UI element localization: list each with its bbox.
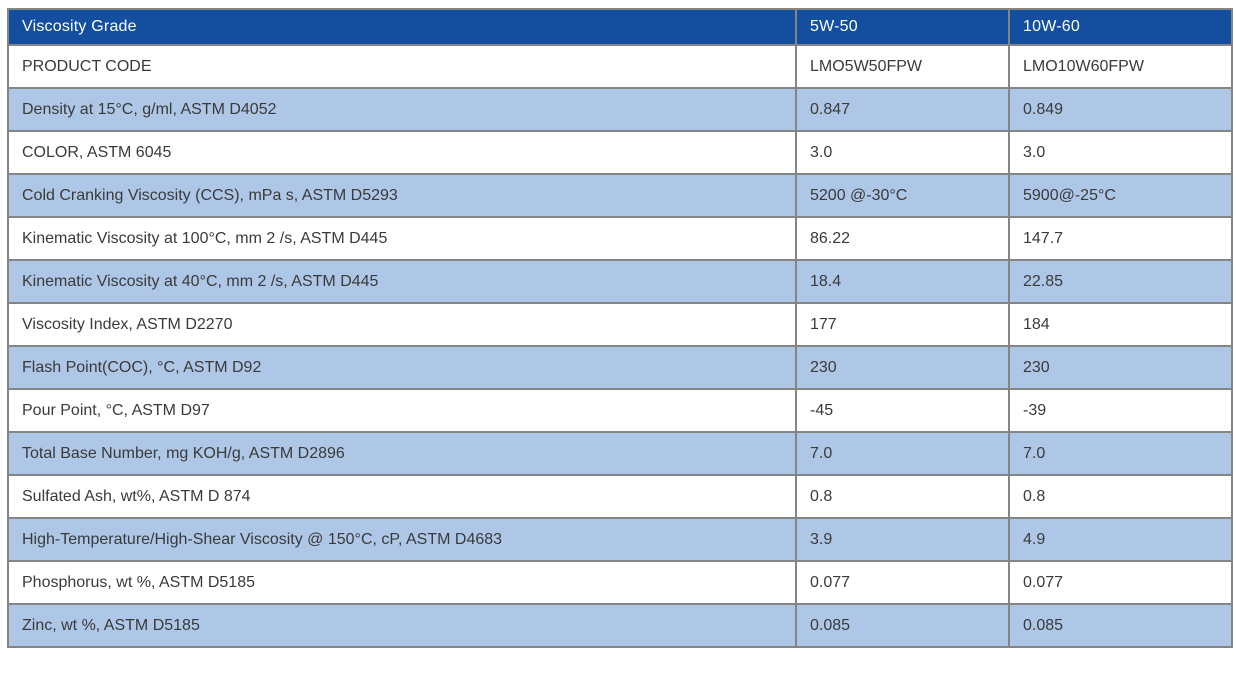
- value-cell-10w60: 7.0: [1008, 431, 1233, 476]
- value-cell-10w60: 3.0: [1008, 130, 1233, 175]
- value-cell-10w60: 22.85: [1008, 259, 1233, 304]
- row-label-cell: Phosphorus, wt %, ASTM D5185: [7, 560, 797, 605]
- row-label-cell: Cold Cranking Viscosity (CCS), mPa s, AS…: [7, 173, 797, 218]
- value-cell-10w60: LMO10W60FPW: [1008, 44, 1233, 89]
- table-row: High-Temperature/High-Shear Viscosity @ …: [7, 517, 1233, 562]
- table-row: Total Base Number, mg KOH/g, ASTM D2896 …: [7, 431, 1233, 476]
- value-cell-10w60: 230: [1008, 345, 1233, 390]
- value-cell-5w50: 0.847: [795, 87, 1010, 132]
- value-cell-10w60: 184: [1008, 302, 1233, 347]
- value-cell-5w50: 3.9: [795, 517, 1010, 562]
- table-row: Phosphorus, wt %, ASTM D5185 0.077 0.077: [7, 560, 1233, 605]
- header-grade-10w60: 10W-60: [1008, 8, 1233, 46]
- row-label-cell: COLOR, ASTM 6045: [7, 130, 797, 175]
- header-row: Viscosity Grade 5W-50 10W-60: [7, 8, 1233, 46]
- table-row: Kinematic Viscosity at 100°C, mm 2 /s, A…: [7, 216, 1233, 261]
- table-row: Density at 15°C, g/ml, ASTM D4052 0.847 …: [7, 87, 1233, 132]
- value-cell-5w50: 7.0: [795, 431, 1010, 476]
- row-label-cell: Kinematic Viscosity at 40°C, mm 2 /s, AS…: [7, 259, 797, 304]
- table-row: Viscosity Index, ASTM D2270 177 184: [7, 302, 1233, 347]
- value-cell-10w60: 0.849: [1008, 87, 1233, 132]
- table-header: Viscosity Grade 5W-50 10W-60: [7, 8, 1233, 46]
- row-label-cell: Kinematic Viscosity at 100°C, mm 2 /s, A…: [7, 216, 797, 261]
- row-label-cell: Total Base Number, mg KOH/g, ASTM D2896: [7, 431, 797, 476]
- value-cell-10w60: 0.8: [1008, 474, 1233, 519]
- row-label-cell: Density at 15°C, g/ml, ASTM D4052: [7, 87, 797, 132]
- value-cell-5w50: 86.22: [795, 216, 1010, 261]
- value-cell-10w60: 0.085: [1008, 603, 1233, 648]
- value-cell-10w60: 5900@-25°C: [1008, 173, 1233, 218]
- viscosity-spec-table: Viscosity Grade 5W-50 10W-60 PRODUCT COD…: [7, 8, 1233, 648]
- table-row: PRODUCT CODE LMO5W50FPW LMO10W60FPW: [7, 44, 1233, 89]
- value-cell-10w60: 0.077: [1008, 560, 1233, 605]
- row-label-cell: Viscosity Index, ASTM D2270: [7, 302, 797, 347]
- table-row: Flash Point(COC), °C, ASTM D92 230 230: [7, 345, 1233, 390]
- header-viscosity-grade: Viscosity Grade: [7, 8, 797, 46]
- value-cell-5w50: 3.0: [795, 130, 1010, 175]
- row-label-cell: PRODUCT CODE: [7, 44, 797, 89]
- value-cell-5w50: 5200 @-30°C: [795, 173, 1010, 218]
- value-cell-5w50: 230: [795, 345, 1010, 390]
- value-cell-10w60: 147.7: [1008, 216, 1233, 261]
- row-label-cell: Pour Point, °C, ASTM D97: [7, 388, 797, 433]
- row-label-cell: High-Temperature/High-Shear Viscosity @ …: [7, 517, 797, 562]
- table-row: Zinc, wt %, ASTM D5185 0.085 0.085: [7, 603, 1233, 648]
- value-cell-5w50: LMO5W50FPW: [795, 44, 1010, 89]
- row-label-cell: Zinc, wt %, ASTM D5185: [7, 603, 797, 648]
- value-cell-5w50: 18.4: [795, 259, 1010, 304]
- header-grade-5w50: 5W-50: [795, 8, 1010, 46]
- value-cell-5w50: 0.085: [795, 603, 1010, 648]
- value-cell-5w50: -45: [795, 388, 1010, 433]
- table-row: Pour Point, °C, ASTM D97 -45 -39: [7, 388, 1233, 433]
- row-label-cell: Flash Point(COC), °C, ASTM D92: [7, 345, 797, 390]
- table-row: Cold Cranking Viscosity (CCS), mPa s, AS…: [7, 173, 1233, 218]
- table-body: PRODUCT CODE LMO5W50FPW LMO10W60FPW Dens…: [7, 44, 1233, 648]
- value-cell-5w50: 0.077: [795, 560, 1010, 605]
- value-cell-10w60: 4.9: [1008, 517, 1233, 562]
- value-cell-5w50: 0.8: [795, 474, 1010, 519]
- value-cell-10w60: -39: [1008, 388, 1233, 433]
- table-row: Sulfated Ash, wt%, ASTM D 874 0.8 0.8: [7, 474, 1233, 519]
- table-row: Kinematic Viscosity at 40°C, mm 2 /s, AS…: [7, 259, 1233, 304]
- value-cell-5w50: 177: [795, 302, 1010, 347]
- table-row: COLOR, ASTM 6045 3.0 3.0: [7, 130, 1233, 175]
- row-label-cell: Sulfated Ash, wt%, ASTM D 874: [7, 474, 797, 519]
